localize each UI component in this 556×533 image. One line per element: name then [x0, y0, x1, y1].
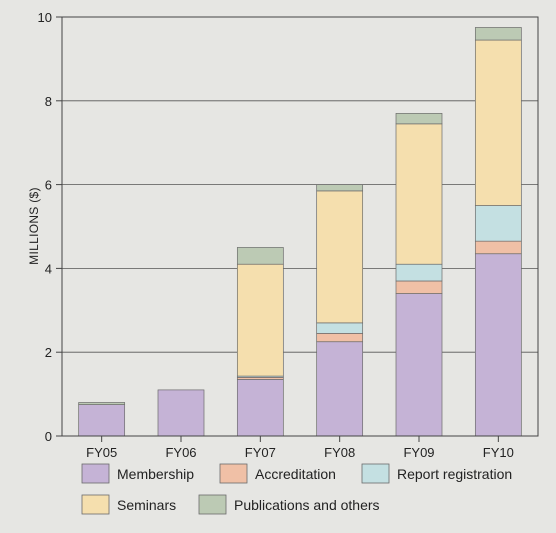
legend-label: Report registration: [397, 466, 512, 482]
bar-segment-publications-and-others: [395, 113, 443, 125]
bar-segment-membership: [236, 379, 284, 437]
legend: Membership Accreditation Report registrati…: [81, 463, 512, 515]
bar-segment-membership: [157, 389, 205, 437]
legend-label: Membership: [117, 466, 194, 482]
x-tick-label: FY05: [86, 445, 117, 460]
bar-segment-report-registration: [316, 322, 364, 334]
y-tick-label: 4: [45, 261, 52, 276]
bar-segment-membership: [474, 253, 522, 437]
bar-segment-seminars: [316, 190, 364, 324]
bar-segment-publications-and-others: [316, 184, 364, 192]
bar-segment-report-registration: [474, 205, 522, 242]
plot-frame: [61, 16, 539, 437]
bar-segment-report-registration: [395, 263, 443, 282]
y-tick-label: 6: [45, 178, 52, 193]
legend-swatch: [81, 494, 110, 515]
legend-label: Seminars: [117, 497, 176, 513]
bar-segment-membership: [78, 404, 126, 437]
x-tick-label: FY09: [403, 445, 434, 460]
legend-label: Publications and others: [234, 497, 380, 513]
bar-segment-publications-and-others: [236, 247, 284, 265]
y-axis-ticks: 0 2 4 6 8 10: [38, 10, 62, 444]
x-axis-ticks: FY05 FY06 FY07 FY08 FY09 FY10: [86, 436, 514, 460]
bar-segment-accreditation: [316, 332, 364, 343]
y-tick-label: 10: [38, 10, 52, 25]
y-axis-label: MILLIONS ($): [27, 187, 41, 265]
bar-segment-membership: [395, 293, 443, 437]
legend-swatch: [198, 494, 227, 515]
bar-segment-seminars: [474, 39, 522, 206]
legend-swatch: [219, 463, 248, 484]
legend-swatch: [361, 463, 390, 484]
y-tick-label: 0: [45, 429, 52, 444]
bar-segment-accreditation: [474, 240, 522, 255]
bar-segment-accreditation: [395, 280, 443, 294]
y-tick-label: 2: [45, 345, 52, 360]
bar-segment-seminars: [395, 123, 443, 265]
x-tick-label: FY07: [245, 445, 276, 460]
bar-segment-membership: [316, 341, 364, 437]
x-tick-label: FY08: [324, 445, 355, 460]
bar-segment-seminars: [236, 263, 284, 377]
gridlines: [62, 100, 538, 353]
legend-swatch: [81, 463, 110, 484]
bars: [78, 27, 522, 437]
legend-label: Accreditation: [255, 466, 336, 482]
x-tick-label: FY10: [483, 445, 514, 460]
bar-segment-publications-and-others: [78, 402, 126, 405]
bar-segment-publications-and-others: [474, 27, 522, 41]
x-tick-label: FY06: [165, 445, 196, 460]
y-tick-label: 8: [45, 94, 52, 109]
